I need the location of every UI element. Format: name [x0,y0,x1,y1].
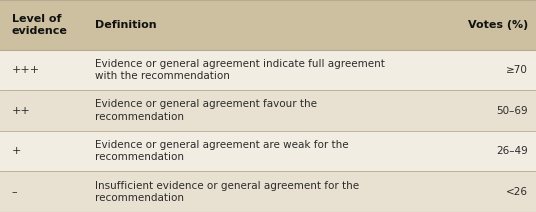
Bar [0,172,536,212]
Bar [0,0,536,50]
Text: <26: <26 [506,187,528,197]
Text: Definition: Definition [95,20,157,30]
Text: ++: ++ [12,106,31,116]
Text: +: + [12,146,21,156]
Text: Evidence or general agreement indicate full agreement
with the recommendation: Evidence or general agreement indicate f… [95,59,385,81]
Bar [0,50,536,90]
Text: Votes (%): Votes (%) [468,20,528,30]
Bar [0,90,536,131]
Text: Evidence or general agreement favour the
recommendation: Evidence or general agreement favour the… [95,99,317,122]
Text: –: – [12,187,17,197]
Text: +++: +++ [12,65,40,75]
Text: 26–49: 26–49 [496,146,528,156]
Text: 50–69: 50–69 [496,106,528,116]
Text: Evidence or general agreement are weak for the
recommendation: Evidence or general agreement are weak f… [95,140,349,162]
Text: Level of
evidence: Level of evidence [12,14,68,36]
Text: ≥70: ≥70 [506,65,528,75]
Bar [0,131,536,172]
Text: Insufficient evidence or general agreement for the
recommendation: Insufficient evidence or general agreeme… [95,181,360,203]
